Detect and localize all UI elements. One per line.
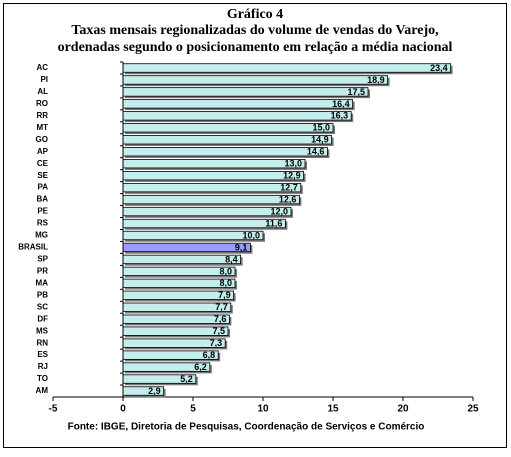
value-label: 12,0 (270, 206, 288, 216)
value-label: 7,9 (218, 290, 231, 300)
value-label: 13,0 (284, 159, 302, 169)
y-tick-label: GO (36, 135, 48, 144)
value-label: 7,6 (214, 314, 227, 324)
value-label: 12,7 (280, 183, 298, 193)
y-tick-label: PI (40, 75, 48, 84)
y-tick-label: RR (36, 111, 48, 120)
bar (122, 111, 352, 121)
y-tick-label: AM (36, 386, 49, 395)
chart-subtitle: Taxas mensais regionalizadas do volume d… (71, 23, 438, 38)
bar (122, 123, 334, 133)
value-label: 18,9 (367, 75, 385, 85)
value-label: 7,7 (215, 302, 228, 312)
bar (122, 75, 389, 85)
y-tick-label: ES (37, 350, 48, 359)
y-tick-label: CE (37, 159, 49, 168)
bar (122, 87, 369, 97)
value-label: 2,9 (148, 386, 161, 396)
y-tick-label: MS (36, 326, 49, 335)
value-label: 16,3 (331, 111, 349, 121)
y-tick-label: PE (37, 207, 48, 216)
value-label: 7,5 (212, 326, 225, 336)
x-tick-label: 10 (257, 404, 269, 415)
value-label: 14,6 (307, 147, 325, 157)
value-label: 17,5 (347, 87, 365, 97)
y-tick-label: PA (37, 183, 48, 192)
value-label: 12,6 (279, 194, 297, 204)
value-label: 9,1 (235, 242, 248, 252)
y-tick-label: AP (37, 147, 49, 156)
x-tick-label: 5 (190, 404, 196, 415)
bar (122, 278, 236, 288)
value-label: 11,6 (265, 218, 282, 228)
bar (122, 147, 328, 157)
value-label: 15,0 (312, 123, 330, 133)
bar (122, 206, 292, 217)
value-label: 10,0 (242, 230, 260, 240)
bar (122, 171, 305, 181)
source-note: Fonte: IBGE, Diretoria de Pesquisas, Coo… (68, 422, 425, 433)
y-tick-label: RS (37, 219, 49, 228)
x-tick-label: 20 (397, 404, 409, 415)
value-label: 8,0 (219, 266, 232, 276)
bar (122, 290, 234, 300)
bar (122, 99, 354, 109)
y-tick-label: SP (37, 255, 48, 264)
x-tick-label: 0 (120, 404, 126, 415)
y-tick-label: SE (37, 171, 48, 180)
y-tick-label: MA (36, 278, 49, 287)
value-label: 5,2 (180, 374, 193, 384)
bar (122, 266, 236, 277)
value-label: 23,4 (430, 63, 448, 73)
value-label: 8,0 (219, 278, 232, 288)
bar (122, 194, 300, 205)
x-tick-label: -5 (49, 404, 58, 415)
y-tick-label: TO (37, 374, 48, 383)
y-tick-label: RN (36, 338, 48, 347)
chart-title: Gráfico 4 (227, 7, 283, 22)
bar (122, 254, 241, 265)
chart-subtitle: ordenadas segundo o posicionamento em re… (58, 40, 453, 55)
y-tick-label: PB (37, 290, 48, 299)
bar (122, 242, 251, 253)
value-label: 8,4 (225, 254, 238, 264)
value-label: 7,3 (210, 338, 223, 348)
value-label: 14,9 (311, 135, 329, 145)
bar (122, 182, 302, 193)
y-tick-label: PR (37, 266, 48, 275)
value-label: 6,2 (194, 362, 207, 372)
bar (122, 63, 452, 73)
value-label: 6,8 (203, 350, 216, 360)
bar (122, 218, 286, 229)
bar (122, 135, 333, 145)
y-tick-label: AC (36, 63, 48, 72)
y-tick-label: AL (37, 87, 48, 96)
y-tick-label: BA (36, 195, 48, 204)
y-tick-label: DF (37, 314, 48, 323)
y-tick-label: RO (36, 99, 48, 108)
y-tick-label: SC (37, 302, 48, 311)
y-tick-label: BRASIL (18, 243, 48, 252)
value-label: 12,9 (283, 171, 301, 181)
y-tick-label: MT (36, 123, 48, 132)
x-tick-label: 25 (467, 404, 479, 415)
x-tick-label: 15 (327, 404, 339, 415)
y-tick-label: MG (35, 231, 48, 240)
y-tick-label: RJ (38, 362, 48, 371)
bar (122, 159, 306, 169)
value-label: 16,4 (332, 99, 350, 109)
